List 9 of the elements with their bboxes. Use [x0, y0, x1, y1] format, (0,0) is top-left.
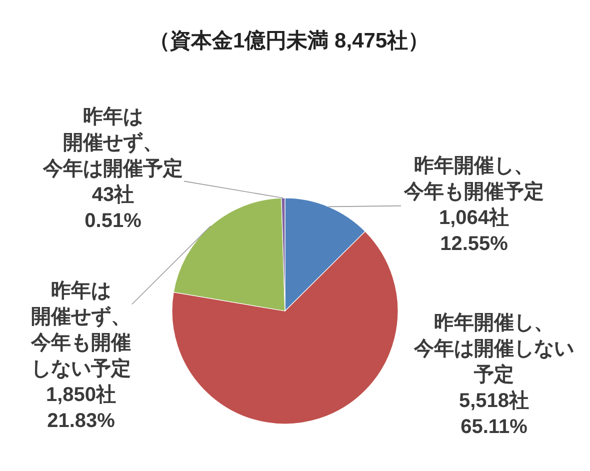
slice-label: 昨年は開催せず、今年は開催予定 [42, 106, 183, 180]
data-label: 1,064社 12.55% [438, 206, 510, 255]
slice-label: 昨年開催し、今年は開催しない予定 [413, 312, 574, 386]
slice-label: 昨年は開催せず、今年も開催しない予定 [30, 280, 131, 380]
data-label: 43社 0.51% [84, 183, 142, 232]
slice-label: 昨年開催し、今年も開催予定 [403, 155, 544, 203]
data-label: 1,850社 21.83% [46, 383, 116, 432]
data-label: 5,518社 65.11% [458, 389, 530, 438]
chart-title: （資本金1億円未満 8,475社） [149, 28, 430, 52]
